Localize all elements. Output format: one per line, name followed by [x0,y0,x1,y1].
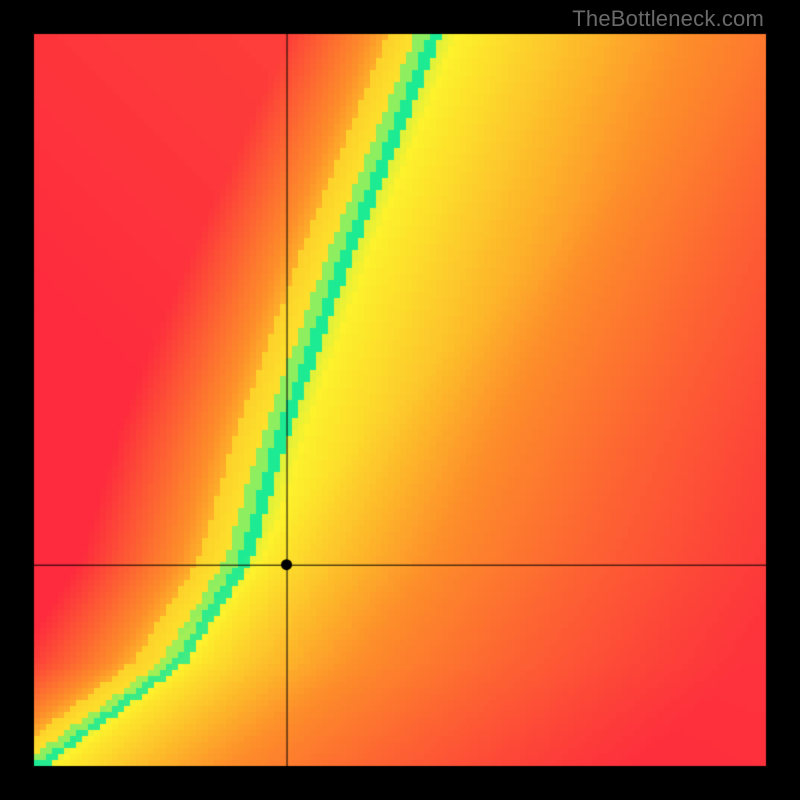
bottleneck-heatmap-canvas [0,0,800,800]
watermark-text: TheBottleneck.com [572,6,764,32]
